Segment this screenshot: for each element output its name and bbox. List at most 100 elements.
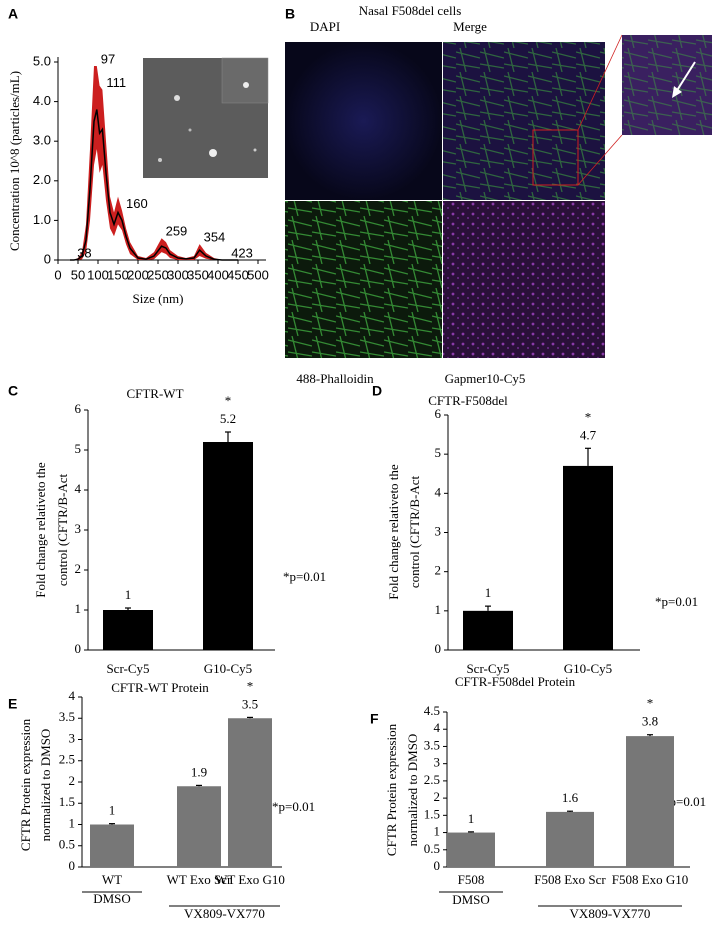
y-tick-label: 2.0 (33, 172, 51, 187)
y-tick-label: 0.5 (59, 837, 75, 852)
panel-label: B (285, 6, 295, 22)
value-label: 1 (125, 587, 132, 602)
x-tick-label: WT Exo Scr (167, 872, 232, 887)
panel-label: C (8, 383, 18, 399)
x-tick-label: WT (102, 872, 122, 887)
value-label: 4.7 (580, 427, 597, 442)
chart-title: CFTR-F508del (428, 393, 508, 408)
note: *p=0.01 (272, 799, 315, 814)
panel-label: D (372, 383, 382, 399)
value-label: 1 (468, 811, 475, 826)
y-tick-label: 3 (69, 730, 76, 745)
y-tick-label: 0 (44, 251, 51, 266)
y-axis-label: CFTR Protein expression (384, 723, 399, 856)
y-tick-label: 4 (434, 720, 441, 735)
significance-star: * (247, 678, 254, 693)
peak-label: 111 (106, 75, 126, 90)
error-band (70, 65, 238, 261)
peak-label: 259 (166, 224, 188, 239)
y-tick-label: 1 (435, 602, 442, 617)
y-tick-label: 0 (69, 858, 76, 873)
y-tick-label: 3 (434, 755, 441, 770)
tem-inset (143, 57, 269, 178)
group-label: DMSO (452, 892, 490, 907)
image-label: 488-Phalloidin (296, 371, 374, 386)
x-tick-label: 350 (187, 267, 209, 282)
x-tick-label: Scr-Cy5 (106, 661, 149, 676)
x-tick-label: 400 (207, 267, 229, 282)
y-tick-label: 3.5 (424, 737, 440, 752)
y-tick-label: 1 (434, 824, 441, 839)
value-label: 3.5 (242, 696, 258, 711)
x-tick-label: F508 Exo G10 (612, 872, 689, 887)
panel-label: A (8, 6, 18, 22)
y-axis-label: control (CFTR/B-Act (55, 473, 70, 586)
group-label: DMSO (93, 891, 131, 906)
value-label: 1.6 (562, 790, 579, 805)
y-tick-label: 4 (435, 484, 442, 499)
y-tick-label: 4.5 (424, 703, 440, 718)
x-tick-label: 500 (247, 267, 269, 282)
y-axis-label: Fold change relativeto the (386, 464, 401, 600)
x-tick-label: 0 (54, 267, 61, 282)
peak-label: 38 (77, 245, 91, 260)
x-tick-label: 100 (87, 267, 109, 282)
y-axis-label: CFTR Protein expression (18, 718, 33, 851)
microscopy (285, 34, 712, 358)
y-tick-label: 5.0 (33, 53, 51, 68)
y-tick-label: 1.5 (59, 794, 75, 809)
bar (103, 610, 153, 650)
note: *p=0.01 (283, 569, 326, 584)
x-tick-label: G10-Cy5 (564, 661, 612, 676)
y-tick-label: 2 (434, 789, 441, 804)
y-tick-label: 0.5 (424, 841, 440, 856)
bar (90, 824, 134, 867)
y-tick-label: 2 (75, 561, 82, 576)
x-axis-label: Size (nm) (133, 291, 184, 306)
x-tick-label: G10-Cy5 (204, 661, 252, 676)
value-label: 1 (485, 585, 492, 600)
group-label: VX809-VX770 (184, 906, 265, 921)
y-tick-label: 3 (435, 523, 442, 538)
x-tick-label: 50 (71, 267, 85, 282)
bar (177, 786, 221, 867)
note: *p=0.01 (655, 594, 698, 609)
x-tick-label: Scr-Cy5 (466, 661, 509, 676)
significance-star: * (585, 409, 592, 424)
panel-label: F (370, 711, 379, 727)
x-tick-label: 250 (147, 267, 169, 282)
significance-star: * (647, 696, 654, 711)
x-tick-label: 450 (227, 267, 249, 282)
chart-title: CFTR-WT (126, 386, 183, 401)
y-tick-label: 3.0 (33, 133, 51, 148)
x-tick-label: WT Exo G10 (215, 872, 285, 887)
bar (563, 465, 613, 650)
x-tick-label: F508 Exo Scr (534, 872, 606, 887)
bar (228, 718, 272, 867)
image-label: Gapmer10-Cy5 (445, 371, 526, 386)
y-tick-label: 1.0 (33, 212, 51, 227)
y-tick-label: 1 (69, 815, 76, 830)
y-tick-label: 1.5 (424, 806, 440, 821)
bar (546, 811, 594, 867)
y-tick-label: 2.5 (424, 772, 440, 787)
y-axis-label: control (CFTR/B-Act (407, 475, 422, 588)
value-label: 1 (109, 803, 116, 818)
y-tick-label: 4.0 (33, 93, 51, 108)
panel-label: E (8, 696, 17, 712)
y-tick-label: 0 (434, 858, 441, 873)
y-tick-label: 6 (435, 406, 442, 421)
significance-star: * (225, 393, 232, 408)
line (70, 109, 238, 261)
y-axis-label: Concentration 10^8 (particles/mL) (7, 71, 22, 251)
image-label: DAPI (310, 19, 340, 34)
bar (203, 442, 253, 650)
y-axis-label: Fold change relativeto the (33, 462, 48, 598)
x-tick-label: 300 (167, 267, 189, 282)
image-label: Merge (453, 19, 487, 34)
y-tick-label: 1 (75, 601, 82, 616)
y-tick-label: 5 (435, 445, 442, 460)
y-tick-label: 4 (75, 481, 82, 496)
y-tick-label: 3 (75, 521, 82, 536)
y-axis-label: normalized to DMSO (38, 729, 53, 842)
